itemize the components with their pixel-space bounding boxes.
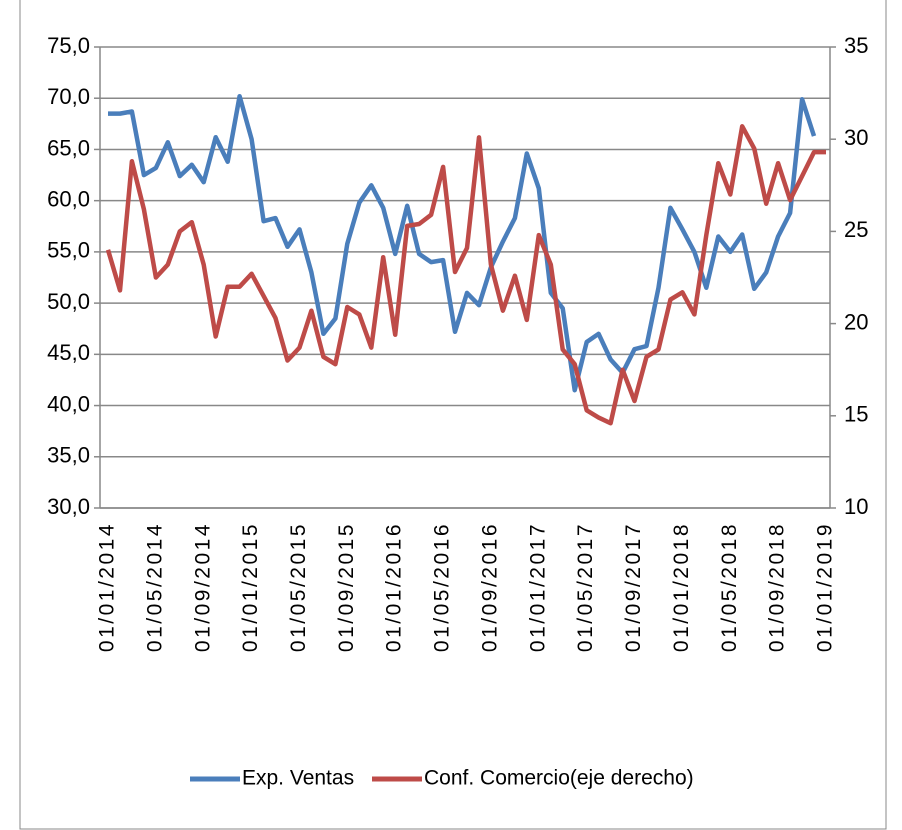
x-tick-label: 01/09/2017 xyxy=(622,522,645,652)
y-tick-label: 40,0 xyxy=(47,391,90,416)
x-tick-label: 01/05/2016 xyxy=(431,522,454,652)
x-tick-label: 01/09/2015 xyxy=(335,522,358,652)
y-tick-label: 45,0 xyxy=(47,340,90,365)
x-tick-label: 01/05/2018 xyxy=(718,522,741,652)
y-tick-label: 55,0 xyxy=(47,238,90,263)
chart-frame xyxy=(19,0,887,830)
y2-tick-label: 35 xyxy=(844,33,868,58)
x-tick-label: 01/09/2014 xyxy=(191,522,214,652)
y-tick-label: 35,0 xyxy=(47,443,90,468)
x-tick-label: 01/05/2017 xyxy=(574,522,597,652)
series-line xyxy=(105,124,826,426)
x-tick-label: 01/05/2015 xyxy=(287,522,310,652)
x-tick-label: 01/01/2016 xyxy=(383,522,406,652)
y-tick-label: 65,0 xyxy=(47,135,90,160)
y2-tick-label: 25 xyxy=(844,217,868,242)
x-tick-label: 01/01/2017 xyxy=(526,522,549,652)
y-tick-label: 30,0 xyxy=(47,494,90,519)
x-tick-label: 01/09/2018 xyxy=(766,522,789,652)
y-tick-label: 60,0 xyxy=(47,186,90,211)
y2-tick-label: 30 xyxy=(844,125,868,150)
y2-tick-label: 20 xyxy=(844,309,868,334)
y2-tick-label: 15 xyxy=(844,402,868,427)
series-line xyxy=(108,93,817,393)
y-tick-label: 50,0 xyxy=(47,289,90,314)
x-tick-label: 01/05/2014 xyxy=(143,522,166,652)
x-tick-label: 01/01/2019 xyxy=(814,522,837,652)
y-tick-label: 75,0 xyxy=(47,33,90,58)
x-tick-label: 01/01/2014 xyxy=(96,522,119,652)
legend-label: Exp. Ventas xyxy=(242,767,354,790)
x-tick-label: 01/01/2018 xyxy=(670,522,693,652)
y2-tick-label: 10 xyxy=(844,494,868,519)
x-tick-label: 01/09/2016 xyxy=(478,522,501,652)
legend-label: Conf. Comercio(eje derecho) xyxy=(424,767,694,790)
x-tick-label: 01/01/2015 xyxy=(239,522,262,652)
y-tick-label: 70,0 xyxy=(47,84,90,109)
